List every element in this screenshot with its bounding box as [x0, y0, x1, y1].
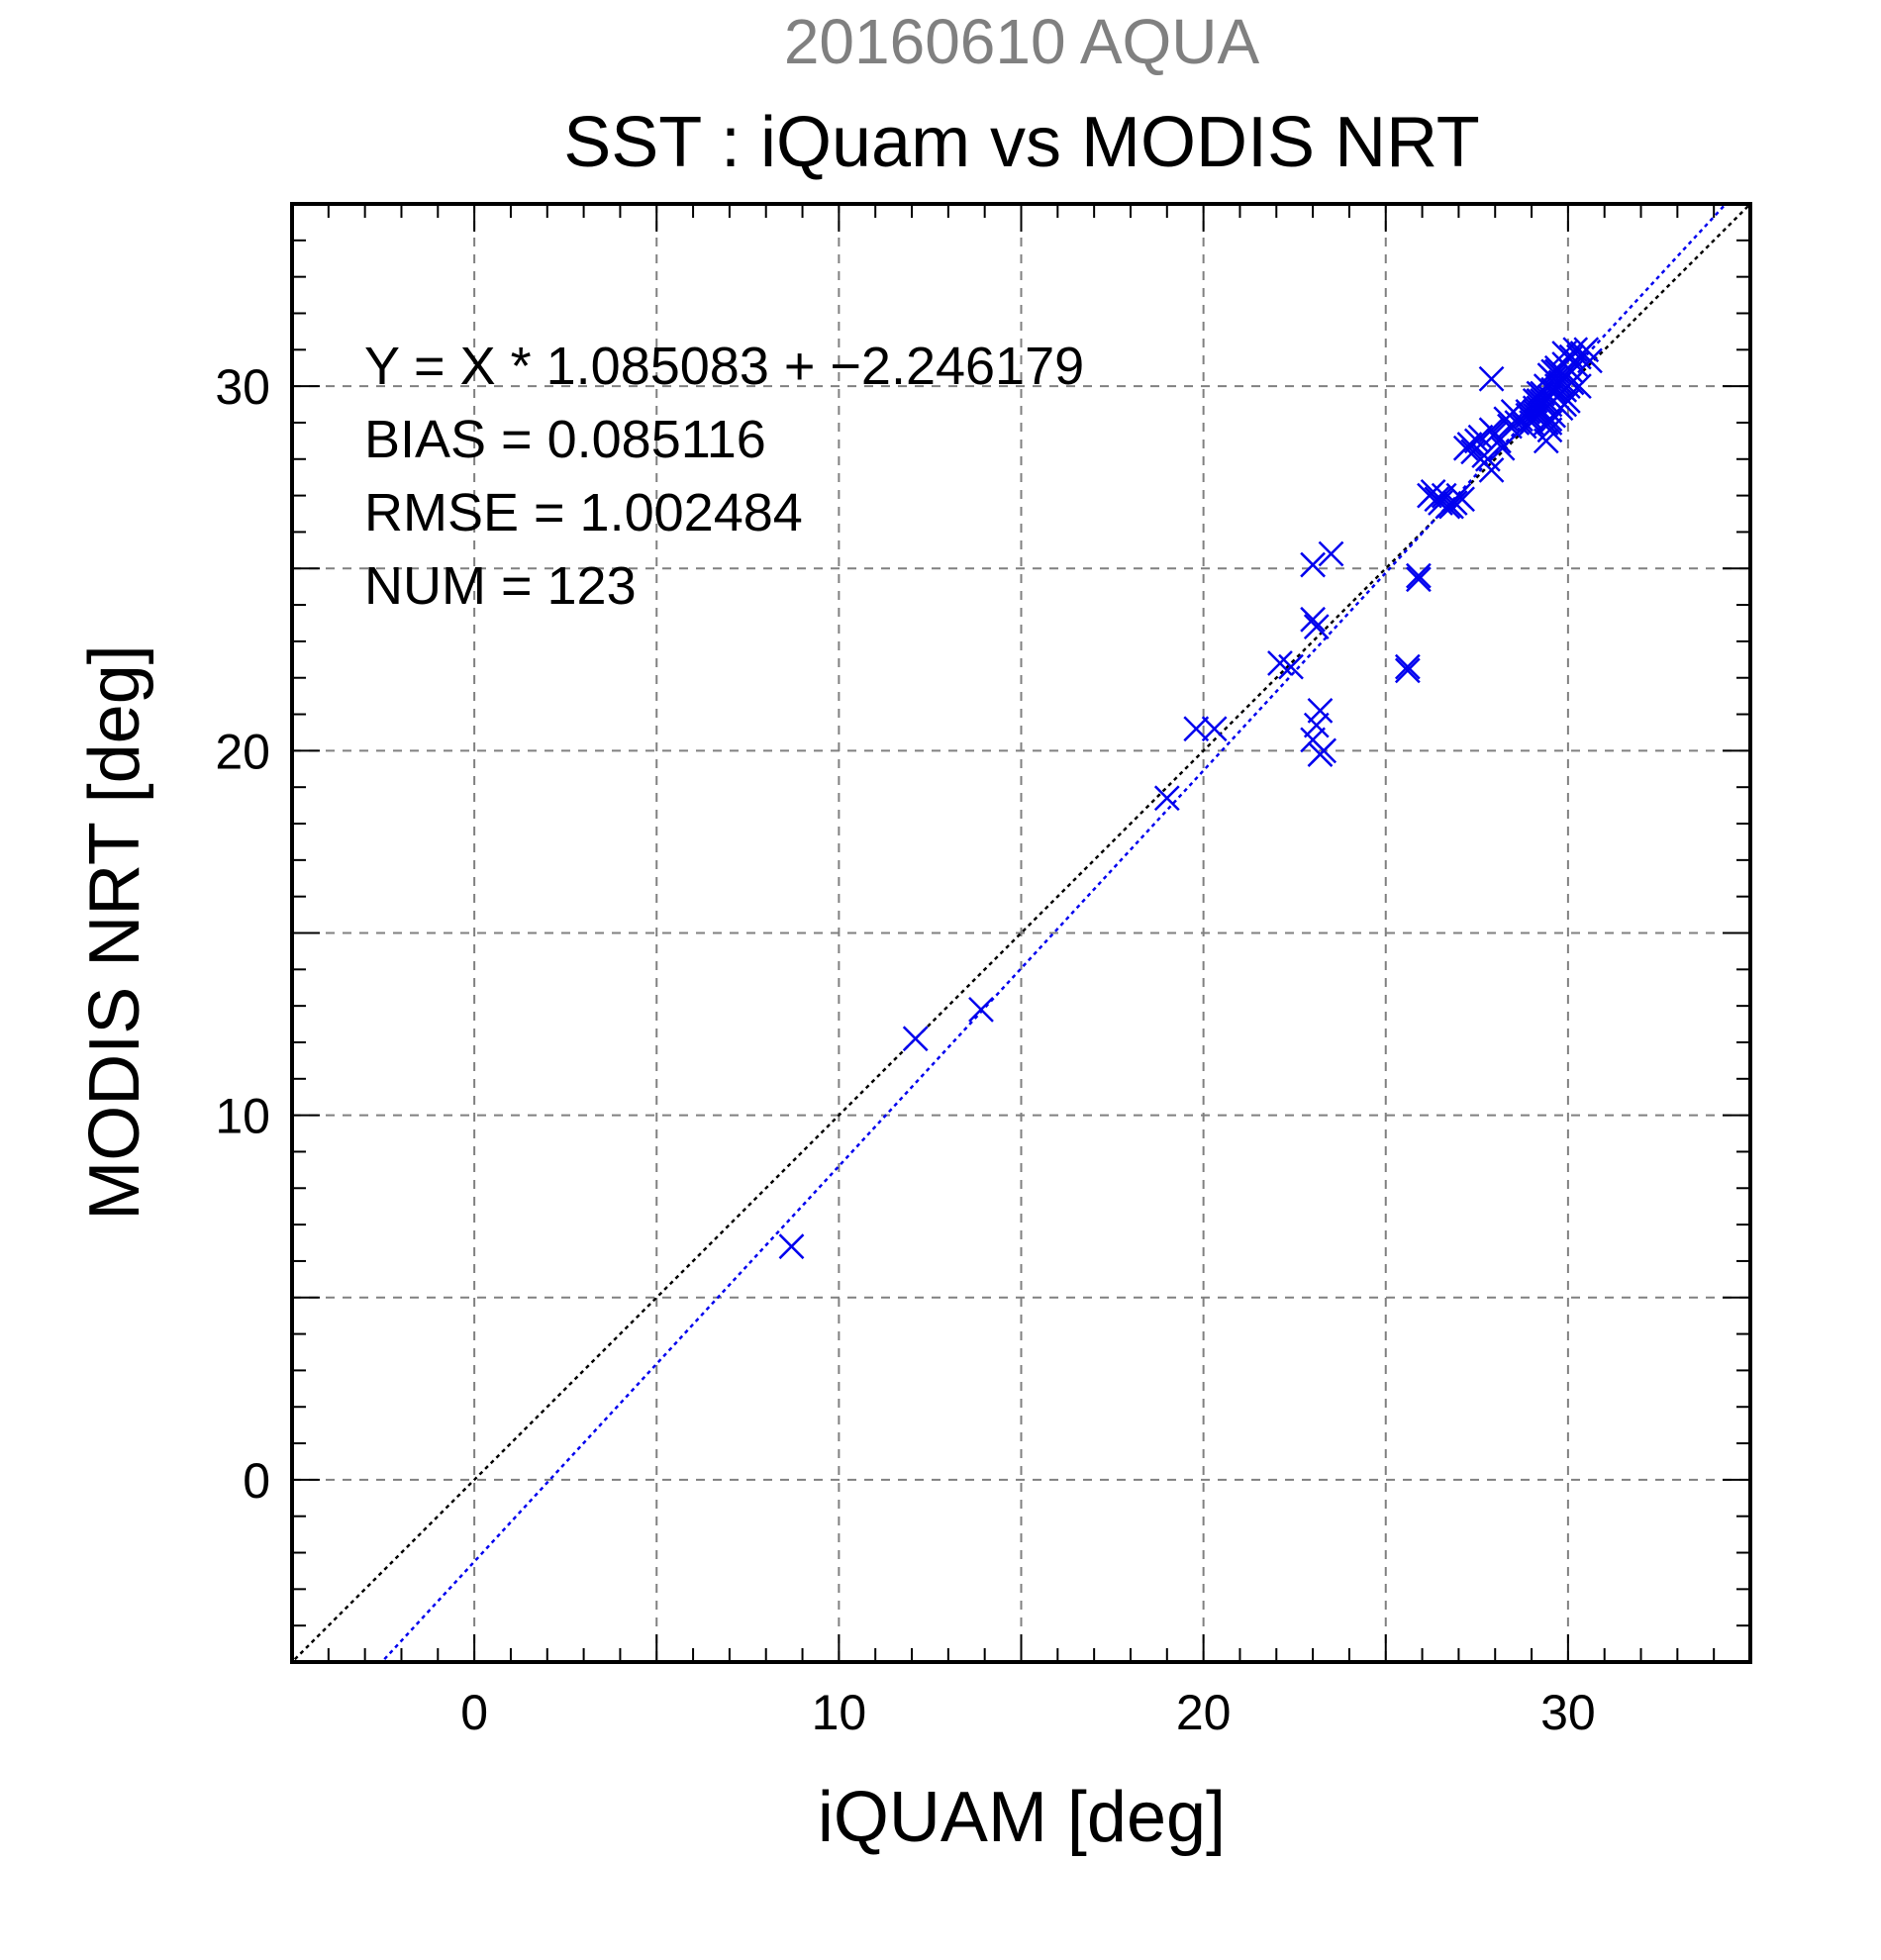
data-points [778, 337, 1603, 1260]
chart-subtitle: SST : iQuam vs MODIS NRT [563, 103, 1480, 182]
data-point [1536, 410, 1563, 436]
data-point [1201, 716, 1228, 742]
data-point [1318, 540, 1344, 567]
rmse-value: RMSE = 1.002484 [364, 483, 803, 542]
data-point [1153, 785, 1180, 812]
num-value: NUM = 123 [364, 556, 637, 616]
data-point [1478, 456, 1505, 483]
data-point [1303, 614, 1330, 640]
y-tick-label: 30 [215, 359, 270, 415]
data-point [1554, 387, 1581, 414]
data-point [1471, 442, 1498, 468]
data-point [902, 1026, 929, 1052]
data-point [1558, 343, 1585, 370]
data-point [1540, 376, 1567, 403]
y-tick-label: 20 [215, 724, 270, 779]
data-point [1300, 727, 1326, 753]
data-point [1183, 716, 1210, 742]
stats-annotation: Y = X * 1.085083 + −2.246179 BIAS = 0.08… [364, 337, 1084, 616]
data-point [1278, 653, 1304, 680]
x-axis-label: iQUAM [deg] [818, 1778, 1226, 1857]
data-point [1489, 435, 1516, 461]
bias-value: BIAS = 0.085116 [364, 410, 766, 469]
y-axis-label: MODIS NRT [deg] [75, 644, 154, 1221]
data-point [1562, 337, 1589, 363]
data-point [1456, 432, 1483, 457]
x-tick-label: 20 [1176, 1685, 1232, 1740]
tick-labels: 0 10 20 30 0 10 20 30 [215, 359, 1595, 1740]
chart-title: 20160610 AQUA [784, 6, 1260, 77]
data-point [1438, 493, 1464, 520]
data-point [1478, 365, 1505, 392]
data-point [1449, 486, 1475, 513]
data-point [1300, 551, 1326, 578]
regression-equation: Y = X * 1.085083 + −2.246179 [364, 337, 1084, 396]
x-tick-label: 30 [1540, 1685, 1596, 1740]
data-point [1540, 365, 1567, 392]
data-point [968, 996, 994, 1023]
y-tick-label: 0 [243, 1453, 270, 1509]
data-point [1307, 741, 1334, 767]
plot-frame [290, 202, 1752, 1664]
data-point [1307, 697, 1334, 724]
data-point [1406, 562, 1432, 589]
data-point [1406, 566, 1432, 593]
x-tick-label: 0 [460, 1685, 488, 1740]
data-point [1300, 606, 1326, 633]
data-point [778, 1233, 805, 1260]
y-tick-label: 10 [215, 1089, 270, 1144]
data-point [1493, 406, 1520, 433]
data-point [1424, 486, 1450, 513]
data-point [1394, 657, 1421, 684]
data-point [1394, 653, 1421, 680]
data-point [1536, 417, 1563, 443]
x-tick-label: 10 [812, 1685, 867, 1740]
data-point [1303, 712, 1330, 738]
data-point [1566, 373, 1592, 400]
data-point [1522, 387, 1548, 414]
grid [292, 204, 1750, 1662]
